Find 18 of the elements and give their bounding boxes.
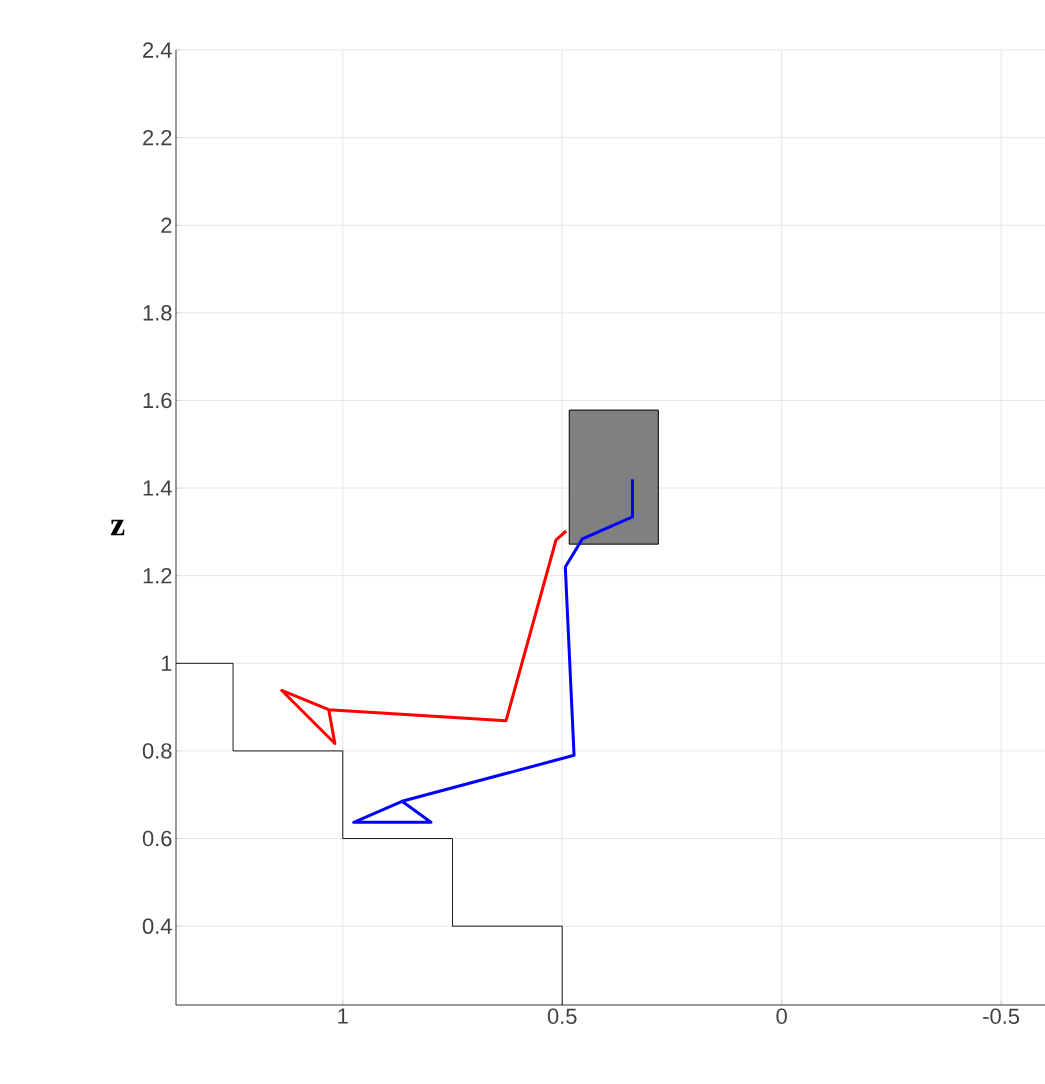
y-tick-label: 1.6: [143, 392, 172, 409]
y-tick-label: 1: [161, 655, 172, 671]
y-axis-title: z: [110, 519, 125, 536]
y-tick-label: 2.4: [143, 42, 172, 58]
line-series: [280, 529, 568, 745]
y-tick-label: 1.4: [143, 480, 172, 496]
x-tick-label: 0: [776, 1008, 787, 1025]
y-tick-label: 2: [161, 217, 172, 233]
x-tick-label: 1: [338, 1008, 348, 1024]
y-tick-label: 1.8: [143, 305, 172, 321]
y-tick-label: 2.2: [143, 129, 172, 146]
y-tick-label: 0.6: [142, 830, 172, 847]
y-tick-label: 0.8: [142, 743, 172, 759]
line-series: [352, 477, 634, 824]
x-tick-label: 0.5: [547, 1008, 577, 1025]
y-tick-label: 0.4: [142, 918, 172, 934]
x-tick-label: -0.5: [983, 1008, 1020, 1025]
y-tick-label: 1.2: [143, 568, 172, 584]
